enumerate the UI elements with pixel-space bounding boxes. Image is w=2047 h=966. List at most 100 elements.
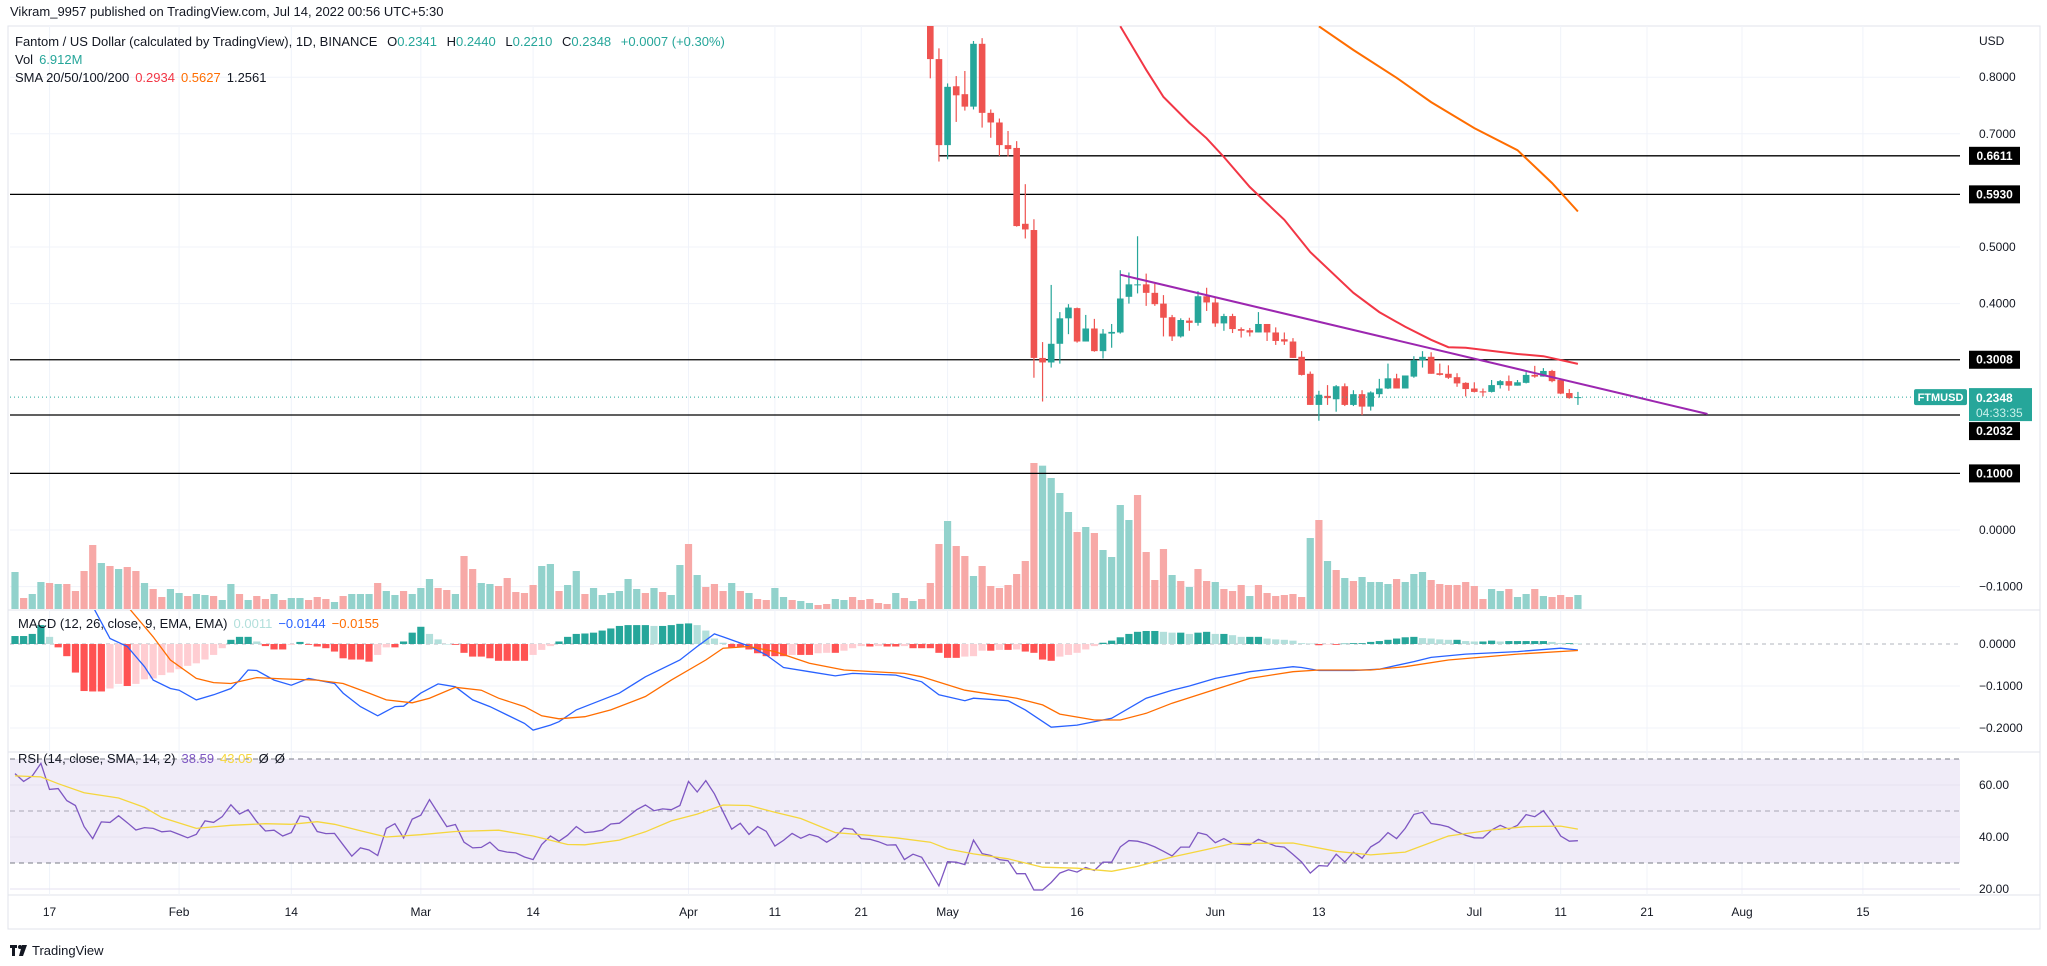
candle xyxy=(1108,323,1115,348)
macd-histogram-bar xyxy=(1168,632,1176,644)
macd-histogram-bar xyxy=(175,644,183,670)
candle-body xyxy=(1522,374,1530,383)
candle-body xyxy=(961,94,969,107)
current-price-label: 0.2348 xyxy=(1976,391,2013,405)
macd-histogram-bar xyxy=(210,644,218,655)
rsi-axis-label: 40.00 xyxy=(1979,830,2009,844)
volume-bar xyxy=(926,583,934,609)
rsi-ma-value: 43.05 xyxy=(220,751,253,766)
macd-histogram-bar xyxy=(71,644,80,673)
volume-bar xyxy=(1298,597,1306,609)
macd-histogram-bar xyxy=(477,644,485,657)
macd-histogram-bar xyxy=(564,636,572,644)
macd-histogram-bar xyxy=(978,644,986,651)
candle-body xyxy=(987,112,995,123)
macd-histogram-bar xyxy=(1522,641,1530,644)
volume-bar xyxy=(1427,580,1435,609)
volume-bar xyxy=(788,600,796,609)
symbol-legend: Fantom / US Dollar (calculated by Tradin… xyxy=(15,34,731,50)
time-axis-label: Apr xyxy=(679,905,698,919)
candle-body xyxy=(1306,373,1314,405)
macd-histogram-bar xyxy=(952,644,960,658)
candle xyxy=(1186,317,1193,331)
candle xyxy=(1091,318,1098,352)
volume-bar xyxy=(676,565,684,609)
time-axis-label: 14 xyxy=(285,905,299,919)
candle-body xyxy=(1255,323,1262,333)
level-price-tag xyxy=(1969,350,2020,369)
volume-bar xyxy=(71,591,80,609)
candle xyxy=(1237,327,1245,338)
macd-histogram-bar xyxy=(1401,637,1409,644)
candle-body xyxy=(1073,308,1081,342)
time-axis-label: Aug xyxy=(1731,905,1752,919)
macd-histogram-bar xyxy=(1367,641,1375,644)
candle xyxy=(1496,380,1504,389)
macd-histogram-bar xyxy=(710,638,719,644)
high-value: 0.2440 xyxy=(455,34,496,49)
macd-histogram-bar xyxy=(1548,641,1556,644)
candle xyxy=(1177,318,1185,338)
macd-histogram-bar xyxy=(253,641,261,644)
time-axis-label: 15 xyxy=(1856,905,1870,919)
price-axis-label: 0.4000 xyxy=(1979,297,2016,311)
candle-body xyxy=(1099,333,1107,352)
candle-body xyxy=(1419,356,1426,361)
close-label: C xyxy=(562,34,572,49)
macd-histogram-bar xyxy=(115,644,123,684)
candle-body xyxy=(1211,302,1219,324)
level-price-tag xyxy=(1969,422,2020,441)
volume-bar xyxy=(555,591,563,609)
candle xyxy=(1056,312,1064,364)
candle-body xyxy=(1427,356,1435,374)
volume-bar xyxy=(140,583,149,609)
candle xyxy=(1203,287,1210,311)
macd-histogram xyxy=(11,623,1582,692)
volume-bar xyxy=(1315,520,1323,609)
volume-bar xyxy=(848,597,857,609)
volume-bar xyxy=(1410,574,1418,609)
macd-line-value: −0.0144 xyxy=(278,616,326,631)
volume-bar xyxy=(469,569,477,609)
macd-histogram-bar xyxy=(866,644,874,647)
macd-histogram-bar xyxy=(270,644,278,650)
volume-bar xyxy=(330,602,339,609)
macd-legend: MACD (12, 26, close, 9, EMA, EMA) 0.0011−… xyxy=(18,616,385,632)
candle xyxy=(1298,351,1305,376)
macd-histogram-bar xyxy=(840,644,848,651)
volume-bar xyxy=(719,591,727,609)
candle xyxy=(1142,273,1150,306)
time-axis-label: Mar xyxy=(411,905,432,919)
macd-histogram-bar xyxy=(659,625,667,644)
volume-bar xyxy=(1151,580,1159,609)
macd-histogram-bar xyxy=(771,644,779,657)
ohlc-close: C0.2348 xyxy=(562,34,611,49)
macd-histogram-bar xyxy=(831,644,839,653)
volume-bar xyxy=(80,571,88,609)
volume-bar xyxy=(1453,585,1461,609)
ohlc-open: O0.2341 xyxy=(387,34,437,49)
macd-histogram-bar xyxy=(684,623,693,644)
macd-histogram-bar xyxy=(296,641,304,644)
volume-bar xyxy=(348,594,356,609)
level-price-tag xyxy=(1969,146,2020,165)
macd-histogram-bar xyxy=(330,644,339,652)
macd-histogram-bar xyxy=(1341,643,1349,645)
candle-body xyxy=(1557,380,1564,394)
macd-histogram-bar xyxy=(607,628,615,644)
macd-histogram-bar xyxy=(1574,643,1582,645)
volume-bar xyxy=(365,594,373,609)
macd-histogram-bar xyxy=(650,625,658,644)
macd-histogram-bar xyxy=(399,641,408,644)
rsi-axis-label: 60.00 xyxy=(1979,778,2009,792)
volume-bar xyxy=(831,599,839,609)
macd-histogram-bar xyxy=(788,644,796,655)
volume-bar xyxy=(935,544,943,609)
candle-body xyxy=(1574,397,1582,399)
volume-bar xyxy=(1125,520,1133,609)
candle-body xyxy=(1142,284,1150,293)
open-value: 0.2341 xyxy=(397,34,437,49)
candle-body xyxy=(978,43,986,113)
tradingview-logo[interactable]: TradingView xyxy=(10,943,104,959)
